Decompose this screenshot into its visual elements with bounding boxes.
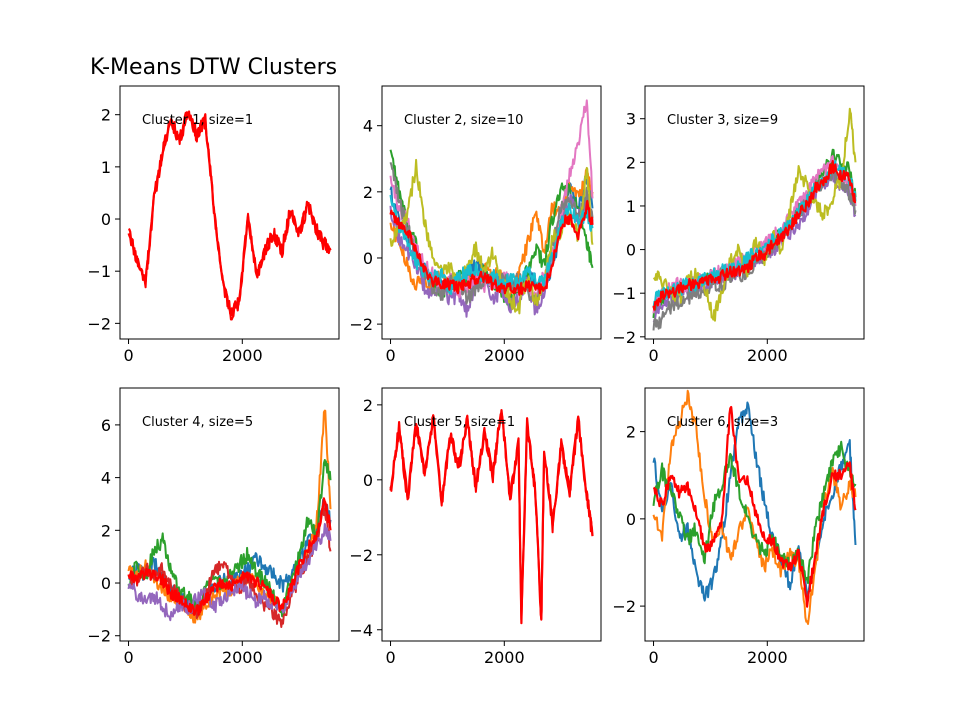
x-tick-label: 0 xyxy=(123,346,133,365)
x-tick-label: 0 xyxy=(648,346,658,365)
x-tick-label: 0 xyxy=(648,648,658,667)
series-line-4 xyxy=(127,504,332,628)
cluster-annotation: Cluster 4, size=5 xyxy=(142,415,253,430)
y-tick-label: 3 xyxy=(626,110,636,129)
series-line-3 xyxy=(652,440,857,585)
y-tick-label: −1 xyxy=(612,284,636,303)
y-tick-label: −2 xyxy=(87,627,111,646)
series-group xyxy=(127,110,332,321)
cluster-annotation: Cluster 3, size=9 xyxy=(667,113,778,128)
x-tick-label: 0 xyxy=(385,648,395,667)
series-group xyxy=(652,107,857,331)
centroid-line xyxy=(127,111,332,317)
y-tick-label: 1 xyxy=(101,158,111,177)
series-line-1 xyxy=(652,401,857,602)
y-tick-label: 0 xyxy=(363,471,373,490)
cluster-annotation: Cluster 6, size=3 xyxy=(667,415,778,430)
y-tick-label: 0 xyxy=(363,249,373,268)
y-tick-label: 2 xyxy=(626,153,636,172)
subplot-6: 0 2000 −2 0 2 Cluster 6, size=3 xyxy=(612,387,865,667)
y-tick-label: −2 xyxy=(349,315,373,334)
y-tick-label: −4 xyxy=(349,621,373,640)
series-line-5 xyxy=(127,522,332,622)
subplot-2: 0 2000 −2 0 2 4 Cluster 2, size=10 xyxy=(349,85,602,365)
cluster-annotation: Cluster 5, size=1 xyxy=(404,415,515,430)
figure-title: K-Means DTW Clusters xyxy=(90,55,337,80)
y-tick-label: 0 xyxy=(626,510,636,529)
x-tick-label: 2000 xyxy=(747,346,788,365)
x-tick-label: 2000 xyxy=(484,648,525,667)
y-tick-label: 4 xyxy=(101,469,111,488)
y-tick-label: −1 xyxy=(87,262,111,281)
centroid-line xyxy=(127,497,332,616)
x-tick-label: 2000 xyxy=(222,346,263,365)
y-tick-label: 2 xyxy=(101,106,111,125)
cluster-annotation: Cluster 1, size=1 xyxy=(142,113,253,128)
axes-frame xyxy=(644,85,865,340)
axes-frame xyxy=(381,85,602,340)
y-tick-label: 0 xyxy=(626,241,636,260)
subplot-5: 0 2000 −4 −2 0 2 Cluster 5, size=1 xyxy=(349,387,602,667)
x-tick-label: 0 xyxy=(123,648,133,667)
series-group xyxy=(652,389,857,625)
subplot-1: 0 2000 −2 −1 0 1 2 Cluster 1, size=1 xyxy=(87,85,340,365)
centroid-line xyxy=(389,409,594,625)
y-tick-label: 0 xyxy=(101,210,111,229)
centroid-line xyxy=(389,199,594,296)
subplot-4: 0 2000 −2 0 2 4 6 Cluster 4, size=5 xyxy=(87,387,340,667)
y-tick-label: 2 xyxy=(101,521,111,540)
y-tick-label: −2 xyxy=(87,314,111,333)
axes-frame xyxy=(119,387,340,642)
y-tick-label: 2 xyxy=(363,183,373,202)
series-line-7 xyxy=(389,158,594,315)
series-line-1 xyxy=(127,110,331,321)
x-tick-label: 0 xyxy=(385,346,395,365)
x-tick-label: 2000 xyxy=(747,648,788,667)
subplot-3: 0 2000 −2 −1 0 1 2 3 Cluster 3, size=9 xyxy=(612,85,865,365)
x-tick-label: 2000 xyxy=(222,648,263,667)
series-group xyxy=(389,409,594,625)
y-tick-label: 4 xyxy=(363,117,373,136)
series-line-5 xyxy=(652,107,857,322)
y-tick-label: −2 xyxy=(612,597,636,616)
axes-frame xyxy=(644,387,865,642)
y-tick-label: −2 xyxy=(612,328,636,347)
series-group xyxy=(127,409,332,628)
y-tick-label: 2 xyxy=(363,396,373,415)
axes-frame xyxy=(381,387,602,642)
y-tick-label: −2 xyxy=(349,546,373,565)
series-group xyxy=(389,99,594,318)
x-tick-label: 2000 xyxy=(484,346,525,365)
y-tick-label: 0 xyxy=(101,574,111,593)
series-line-1 xyxy=(389,411,594,621)
y-tick-label: 2 xyxy=(626,423,636,442)
centroid-line xyxy=(652,160,857,311)
cluster-annotation: Cluster 2, size=10 xyxy=(404,113,523,128)
y-tick-label: 1 xyxy=(626,197,636,216)
centroid-line xyxy=(652,405,857,608)
y-tick-label: 6 xyxy=(101,416,111,435)
axes-frame xyxy=(119,85,340,340)
